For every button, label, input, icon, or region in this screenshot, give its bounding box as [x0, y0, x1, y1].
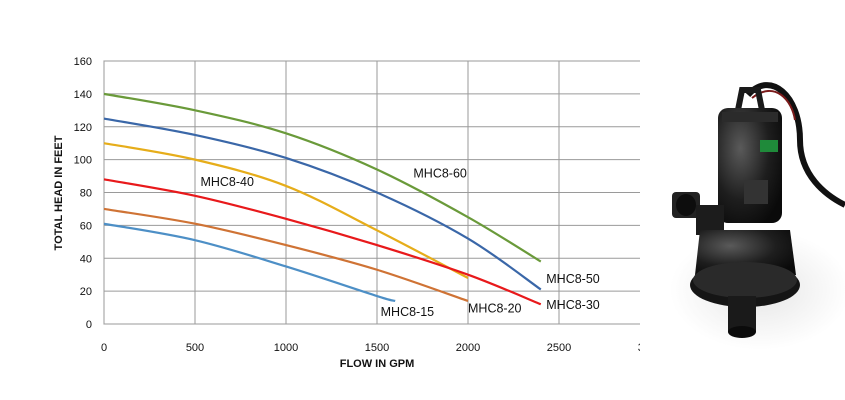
x-tick-label: 3000: [638, 342, 640, 354]
y-tick-label: 20: [80, 286, 92, 298]
pump-photo: [670, 82, 845, 350]
x-tick-label: 2500: [547, 342, 571, 354]
y-tick-label: 60: [80, 220, 92, 232]
y-tick-label: 160: [74, 56, 92, 68]
series-line-mhc8-20: [103, 207, 469, 303]
x-tick-labels: 0 500 1000 1500 2000 2500 3000: [101, 342, 640, 354]
series-label-mhc8-40: MHC8-40: [200, 175, 254, 189]
y-tick-label: 80: [80, 188, 92, 200]
series-label-mhc8-15: MHC8-15: [381, 305, 435, 319]
series-label-mhc8-20: MHC8-20: [468, 301, 522, 315]
x-tick-label: 1500: [365, 342, 389, 354]
y-tick-label: 140: [74, 89, 92, 101]
series-lines: [103, 92, 542, 306]
x-tick-label: 0: [101, 342, 107, 354]
series-line-mhc8-50: [103, 117, 542, 291]
x-tick-label: 1000: [274, 342, 298, 354]
y-tick-labels: 0 20 40 60 80 100 120 140 160: [74, 56, 92, 331]
series-line-mhc8-60: [103, 92, 542, 263]
series-line-mhc8-30: [103, 178, 542, 306]
pump-curve-chart: 0 500 1000 1500 2000 2500 3000 0 20 40 60 80 100 120…: [53, 56, 640, 370]
y-tick-label: 0: [86, 319, 92, 331]
gridlines: [103, 60, 640, 325]
series-labels: MHC8-60 MHC8-50 MHC8-40 MHC8-30 MHC8-20 MHC8-…: [200, 167, 599, 319]
y-axis-label: TOTAL HEAD IN FEET: [53, 135, 65, 250]
series-line-mhc8-40: [103, 142, 469, 279]
series-label-mhc8-60: MHC8-60: [413, 167, 467, 181]
series-label-mhc8-30: MHC8-30: [546, 298, 600, 312]
y-tick-label: 120: [74, 122, 92, 134]
x-axis-label: FLOW IN GPM: [340, 358, 415, 370]
series-line-mhc8-15: [103, 222, 396, 303]
x-tick-label: 2000: [456, 342, 480, 354]
x-tick-label: 500: [186, 342, 204, 354]
y-tick-label: 100: [74, 155, 92, 167]
series-label-mhc8-50: MHC8-50: [546, 272, 600, 286]
y-tick-label: 40: [80, 253, 92, 265]
